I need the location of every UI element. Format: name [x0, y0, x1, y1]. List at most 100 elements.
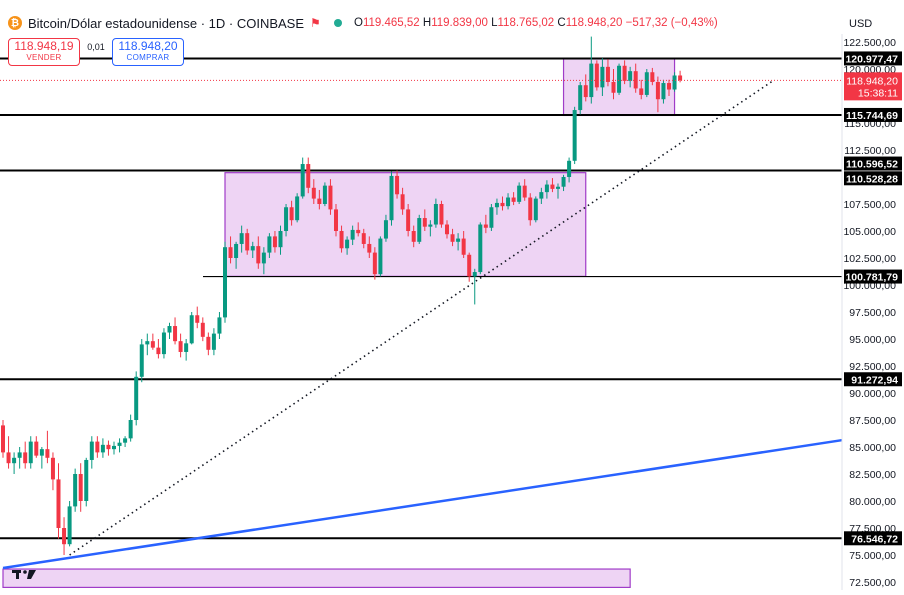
flag-icon[interactable]: ⚑	[310, 16, 321, 30]
candle-body[interactable]	[12, 457, 17, 464]
candle-body[interactable]	[289, 207, 294, 221]
candle-body[interactable]	[1, 425, 5, 453]
candle-body[interactable]	[578, 85, 583, 111]
candle-body[interactable]	[428, 224, 433, 227]
candle-body[interactable]	[605, 66, 610, 82]
candle-body[interactable]	[661, 83, 666, 100]
candle-body[interactable]	[223, 247, 227, 318]
candle-body[interactable]	[567, 160, 572, 177]
candle-body[interactable]	[456, 238, 461, 242]
candle-body[interactable]	[89, 441, 94, 460]
candle-body[interactable]	[611, 81, 616, 93]
tradingview-logo-icon[interactable]	[12, 570, 36, 579]
candle-body[interactable]	[272, 236, 277, 248]
candle-body[interactable]	[395, 175, 400, 195]
candle-body[interactable]	[150, 341, 155, 348]
candle-body[interactable]	[167, 326, 172, 333]
candle-body[interactable]	[328, 185, 333, 210]
candle-body[interactable]	[433, 204, 438, 225]
candle-body[interactable]	[200, 322, 205, 337]
candle-body[interactable]	[73, 474, 78, 507]
candle-body[interactable]	[494, 202, 499, 208]
candle-body[interactable]	[639, 88, 644, 95]
candle-body[interactable]	[539, 192, 544, 199]
candle-body[interactable]	[350, 229, 355, 240]
candle-body[interactable]	[184, 343, 189, 352]
candle-body[interactable]	[189, 315, 194, 344]
last-price-tag[interactable]	[844, 72, 902, 101]
candle-body[interactable]	[400, 194, 405, 210]
candle-body[interactable]	[50, 457, 55, 480]
candle-body[interactable]	[628, 71, 633, 81]
candle-body[interactable]	[311, 187, 316, 199]
candle-body[interactable]	[678, 75, 683, 81]
trendline-solid[interactable]	[2, 438, 847, 570]
candle-body[interactable]	[211, 333, 216, 350]
candle-body[interactable]	[128, 420, 133, 439]
candle-body[interactable]	[334, 209, 338, 231]
sell-button[interactable]: 118.948,19 VENDER	[8, 38, 80, 66]
candle-body[interactable]	[284, 207, 289, 231]
candle-body[interactable]	[467, 254, 472, 277]
candle-body[interactable]	[617, 65, 622, 93]
candle-body[interactable]	[583, 85, 588, 98]
candle-body[interactable]	[672, 75, 677, 90]
candle-body[interactable]	[489, 207, 494, 228]
candle-body[interactable]	[667, 83, 671, 90]
candle-body[interactable]	[62, 528, 67, 545]
candle-body[interactable]	[39, 449, 44, 456]
candle-body[interactable]	[23, 452, 28, 464]
candle-body[interactable]	[367, 243, 372, 253]
candle-body[interactable]	[45, 449, 50, 458]
candle-body[interactable]	[56, 479, 61, 528]
symbol-title[interactable]: Bitcoin/Dólar estadounidense · 1D · COIN…	[28, 15, 305, 31]
candle-body[interactable]	[322, 185, 327, 204]
candle-body[interactable]	[594, 63, 599, 88]
candle-body[interactable]	[234, 243, 239, 258]
candle-body[interactable]	[261, 252, 266, 264]
candle-body[interactable]	[112, 445, 116, 450]
candle-body[interactable]	[561, 177, 566, 187]
candle-body[interactable]	[161, 332, 166, 355]
candle-body[interactable]	[139, 344, 144, 377]
candle-body[interactable]	[483, 224, 488, 228]
candle-body[interactable]	[245, 233, 250, 251]
candle-body[interactable]	[156, 347, 161, 355]
candle-body[interactable]	[28, 441, 33, 464]
candle-body[interactable]	[306, 164, 311, 188]
candle-body[interactable]	[450, 234, 455, 242]
candle-body[interactable]	[134, 376, 139, 420]
candle-body[interactable]	[267, 236, 272, 253]
candle-body[interactable]	[345, 239, 350, 249]
candle-body[interactable]	[472, 272, 477, 277]
candle-body[interactable]	[445, 224, 449, 235]
candle-body[interactable]	[117, 442, 122, 446]
candle-body[interactable]	[356, 229, 361, 234]
range-box-0[interactable]	[224, 172, 587, 277]
candle-body[interactable]	[422, 218, 427, 227]
candle-body[interactable]	[655, 81, 660, 100]
candle-body[interactable]	[339, 231, 344, 249]
candle-body[interactable]	[389, 175, 394, 221]
candle-body[interactable]	[317, 198, 322, 204]
candle-body[interactable]	[100, 444, 105, 453]
candle-body[interactable]	[67, 506, 72, 545]
candle-body[interactable]	[417, 218, 422, 242]
candle-body[interactable]	[378, 238, 383, 275]
range-box-2[interactable]	[2, 568, 631, 588]
candle-body[interactable]	[145, 341, 150, 345]
candle-body[interactable]	[506, 197, 511, 207]
candle-body[interactable]	[6, 452, 11, 464]
candle-body[interactable]	[206, 336, 211, 350]
candle-body[interactable]	[278, 231, 283, 248]
candle-body[interactable]	[533, 198, 538, 221]
candle-body[interactable]	[256, 246, 261, 264]
candle-body[interactable]	[500, 202, 505, 207]
candle-body[interactable]	[511, 197, 516, 202]
candle-body[interactable]	[34, 441, 39, 456]
candle-body[interactable]	[383, 220, 388, 239]
candle-body[interactable]	[461, 238, 466, 255]
candle-body[interactable]	[173, 326, 178, 342]
candle-body[interactable]	[600, 66, 605, 88]
